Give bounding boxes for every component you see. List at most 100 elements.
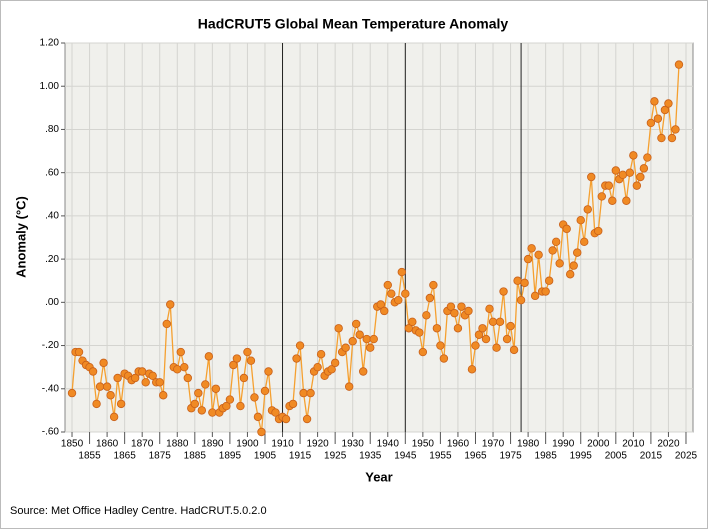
data-point — [541, 287, 550, 296]
data-point — [646, 118, 656, 128]
x-tick-label: 1860 — [96, 439, 119, 450]
data-point — [422, 311, 431, 320]
data-point — [534, 250, 543, 259]
y-tick-label: .20 — [45, 254, 59, 265]
data-point — [643, 153, 652, 162]
data-point — [509, 345, 519, 355]
data-point — [299, 388, 308, 398]
data-point — [485, 304, 494, 314]
data-point — [102, 382, 112, 391]
data-point — [401, 289, 410, 298]
data-point — [313, 362, 322, 372]
data-point — [166, 300, 175, 309]
data-point — [330, 358, 340, 368]
y-tick-label: 1.00 — [40, 81, 60, 92]
data-point — [608, 196, 617, 205]
data-point — [204, 352, 214, 361]
data-point — [92, 399, 101, 409]
data-point — [629, 151, 638, 160]
data-point — [573, 248, 582, 257]
data-point — [236, 401, 245, 411]
data-point — [474, 330, 484, 339]
data-point — [159, 391, 168, 400]
data-point — [471, 341, 480, 350]
x-tick-label: 1920 — [306, 439, 329, 450]
data-point — [355, 330, 364, 339]
y-axis-label: Anomaly (°C) — [13, 196, 28, 278]
y-tick-label: -.60 — [42, 427, 60, 438]
data-point — [569, 261, 578, 270]
data-point — [478, 324, 487, 333]
x-axis-label: Year — [365, 469, 392, 484]
data-point — [667, 133, 677, 143]
data-point — [281, 414, 291, 424]
data-point — [566, 270, 575, 279]
data-point — [141, 378, 150, 387]
data-point — [618, 170, 628, 180]
data-point — [674, 60, 684, 69]
x-tick-label: 1965 — [464, 451, 487, 462]
data-point — [116, 399, 126, 409]
x-tick-label: 2005 — [605, 451, 628, 462]
data-point — [292, 354, 301, 363]
data-point — [366, 343, 375, 352]
data-point — [594, 226, 603, 236]
x-tick-label: 1980 — [517, 439, 540, 450]
y-tick-label: 1.20 — [40, 38, 60, 49]
data-point — [211, 384, 221, 393]
data-point — [250, 393, 259, 402]
data-point — [548, 246, 557, 255]
data-point — [432, 324, 442, 333]
source-note: Source: Met Office Hadley Centre. HadCRU… — [10, 505, 267, 517]
y-tick-label: .00 — [45, 297, 59, 308]
x-tick-label: 1945 — [394, 451, 417, 462]
y-tick-label: .60 — [45, 167, 59, 178]
x-tick-label: 2020 — [657, 439, 680, 450]
data-point — [383, 280, 392, 290]
data-point — [257, 427, 266, 437]
data-point — [457, 302, 466, 311]
data-point — [67, 388, 77, 398]
data-point — [408, 317, 417, 326]
data-point — [190, 399, 200, 409]
data-point — [246, 356, 256, 365]
data-point — [625, 168, 635, 177]
x-tick-label: 1930 — [342, 439, 365, 450]
data-point — [334, 324, 343, 333]
data-point — [130, 373, 140, 383]
data-point — [499, 287, 508, 296]
data-point — [583, 205, 592, 214]
x-tick-label: 1875 — [149, 451, 172, 462]
data-point — [488, 317, 498, 326]
x-tick-label: 1855 — [78, 451, 101, 462]
data-point — [653, 114, 663, 123]
data-point — [176, 347, 185, 357]
data-point — [636, 172, 645, 182]
data-point — [232, 354, 242, 363]
chart-title: HadCRUT5 Global Mean Temperature Anomaly — [198, 16, 509, 32]
data-point — [225, 395, 235, 404]
data-point — [302, 414, 312, 424]
data-point — [380, 306, 389, 316]
data-point — [544, 276, 554, 285]
x-tick-label: 1890 — [201, 439, 224, 450]
data-point — [99, 358, 108, 368]
data-point — [632, 181, 642, 190]
data-point — [359, 367, 368, 376]
data-point — [671, 125, 680, 134]
data-point — [148, 371, 157, 381]
data-point — [243, 347, 252, 357]
y-tick-label: -.40 — [42, 383, 60, 394]
data-point — [260, 386, 270, 396]
data-point — [306, 388, 315, 398]
data-point — [604, 181, 613, 190]
data-point — [580, 237, 589, 247]
data-point — [162, 319, 171, 329]
data-point — [155, 378, 164, 387]
data-point — [587, 172, 596, 182]
data-point — [183, 373, 192, 383]
data-point — [271, 408, 280, 417]
x-tick-label: 1925 — [324, 451, 347, 462]
data-point — [555, 259, 564, 268]
